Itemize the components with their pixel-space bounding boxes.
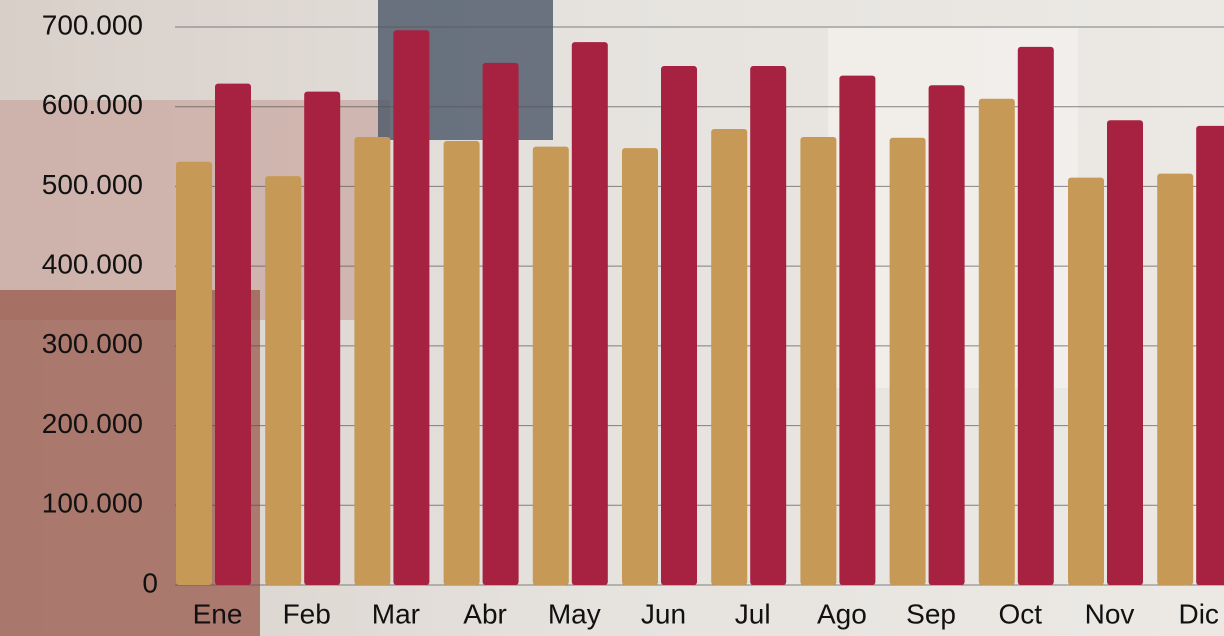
- bar: [661, 66, 697, 585]
- bar: [978, 98, 1015, 585]
- y-tick-label: 200.000: [42, 408, 143, 439]
- bar: [839, 75, 876, 585]
- bar: [176, 161, 212, 585]
- bar: [532, 146, 569, 586]
- x-tick-label: Abr: [463, 598, 507, 629]
- bar: [443, 140, 480, 585]
- bar: [304, 91, 341, 585]
- bar: [1107, 120, 1143, 585]
- y-tick-label: 300.000: [42, 328, 143, 359]
- y-tick-label: 700.000: [42, 9, 143, 40]
- y-tick-label: 400.000: [42, 249, 143, 280]
- y-tick-label: 100.000: [42, 488, 143, 519]
- bar: [1196, 125, 1224, 585]
- bar: [482, 62, 519, 585]
- x-tick-label: Jul: [735, 598, 771, 629]
- bar: [354, 137, 391, 585]
- bar: [622, 148, 658, 585]
- bar: [889, 137, 926, 585]
- bar: [800, 137, 837, 585]
- bar: [1017, 46, 1054, 585]
- x-tick-label: Dic: [1178, 598, 1218, 629]
- y-tick-label: 500.000: [42, 169, 143, 200]
- bar: [265, 176, 302, 585]
- y-tick-label: 600.000: [42, 89, 143, 120]
- bar: [750, 66, 787, 585]
- bar: [928, 85, 965, 585]
- y-tick-label: 0: [142, 567, 158, 598]
- x-tick-label: May: [548, 598, 601, 629]
- bar: [393, 30, 430, 585]
- bar: [1157, 173, 1194, 585]
- bar: [711, 129, 748, 585]
- bar: [571, 42, 608, 586]
- plot: 0 100.000 200.000 300.000 400.000 500.000 600.…: [42, 9, 1224, 629]
- x-tick-label: Ago: [817, 598, 867, 629]
- bar: [1068, 177, 1104, 585]
- x-tick-label: Mar: [372, 598, 420, 629]
- bar: [215, 83, 251, 586]
- x-tick-label: Feb: [283, 598, 331, 629]
- x-tick-label: Sep: [906, 598, 956, 629]
- x-tick-label: Jun: [641, 598, 686, 629]
- x-tick-label: Ene: [193, 598, 243, 629]
- x-tick-label: Nov: [1085, 598, 1135, 629]
- x-tick-label: Oct: [999, 598, 1043, 629]
